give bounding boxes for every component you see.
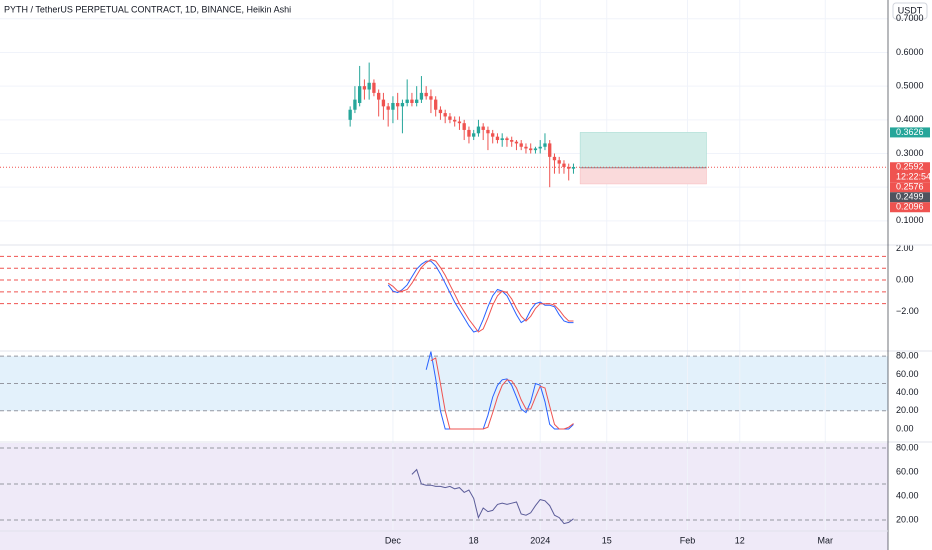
price-label-box [890,192,930,203]
y-tick-label: 80.00 [896,442,919,452]
candle-body [438,109,443,114]
currency-button[interactable] [892,2,928,20]
candle-body [457,121,462,124]
candle-body [386,106,390,110]
candle-body [481,126,485,130]
chart-title: PYTH / TetherUS PERPETUAL CONTRACT, 1D, … [4,4,291,14]
candle-body [571,166,576,169]
candle-body [514,141,519,144]
candle-body [424,92,428,97]
candle-body [548,143,552,157]
x-tick-label: Feb [680,535,696,545]
y-tick-label: 2.00 [896,243,914,253]
y-tick-label: 0.1000 [896,215,924,225]
y-tick-label: 40.00 [896,387,919,397]
profit-zone [579,132,707,169]
x-tick-label: Mar [818,535,834,545]
y-tick-label: 0.7000 [896,13,924,23]
indicator-line [411,468,574,525]
x-tick-label: 15 [602,535,612,545]
candle-body [443,113,447,117]
candle-body [419,92,424,100]
candle-body [533,148,538,151]
y-tick-label: 0.00 [896,423,914,433]
price-label: 0.3626 [896,127,924,137]
y-tick-label: 0.4000 [896,114,924,124]
candle-body [358,86,362,103]
x-tick-label: 12 [735,535,745,545]
x-tick-label: 18 [469,535,479,545]
candle-body [429,96,433,100]
candle-body [543,143,547,147]
y-tick-label: 0.6000 [896,47,924,57]
candle-body [495,136,500,141]
price-label-box [890,127,930,138]
candle-body [453,119,457,122]
indicator-line [387,259,574,333]
candle-body [524,146,528,149]
price-label-box [890,182,930,193]
y-tick-label: 20.00 [896,405,919,415]
y-tick-label: 0.5000 [896,81,924,91]
candle-body [362,86,367,90]
candle-body [410,99,414,103]
y-tick-label: 0.3000 [896,148,924,158]
countdown-label: 12:22:54 [896,172,931,182]
candle-body [367,82,371,90]
candle-body [519,143,523,147]
candle-body [348,109,352,120]
y-tick-label: −2.00 [896,306,919,316]
y-tick-label: 60.00 [896,466,919,476]
candle-body [505,138,509,141]
candle-body [552,156,557,161]
x-tick-label: 2024 [530,535,550,545]
indicator-band [0,443,888,550]
candle-body [415,99,419,103]
y-tick-label: 40.00 [896,490,919,500]
price-label: 0.2592 [896,162,924,172]
indicator-line [430,357,574,430]
candle-body [538,146,542,149]
candle-body [400,102,405,107]
y-tick-label: 60.00 [896,369,919,379]
candle-body [372,82,376,93]
candle-body [486,129,490,134]
currency-label[interactable]: USDT [898,5,923,15]
y-tick-label: 80.00 [896,351,919,361]
x-tick-label: Dec [385,535,402,545]
candle-body [396,102,400,107]
candle-body [434,99,438,110]
price-label-box [890,202,930,213]
candle-body [448,116,452,120]
candle-body [562,163,566,167]
price-label-box [890,162,930,183]
candle-body [405,99,409,103]
y-tick-label: 20.00 [896,514,919,524]
candle-body [529,148,533,151]
candle-body [567,166,571,169]
candle-body [462,123,466,130]
candle-body [500,138,504,141]
candle-body [377,92,381,100]
candle-body [557,160,561,164]
candle-body [510,140,514,142]
price-label: 0.2096 [896,202,924,212]
candle-body [391,102,395,110]
price-label: 0.2576 [896,182,924,192]
candle-body [467,129,471,137]
candle-body [476,126,481,134]
price-label: 0.2499 [896,192,924,202]
candle-body [491,133,495,137]
y-tick-label: 0.00 [896,274,914,284]
candle-body [381,99,386,107]
candle-body [472,133,476,137]
candle-body [353,99,357,110]
loss-zone [579,167,707,185]
